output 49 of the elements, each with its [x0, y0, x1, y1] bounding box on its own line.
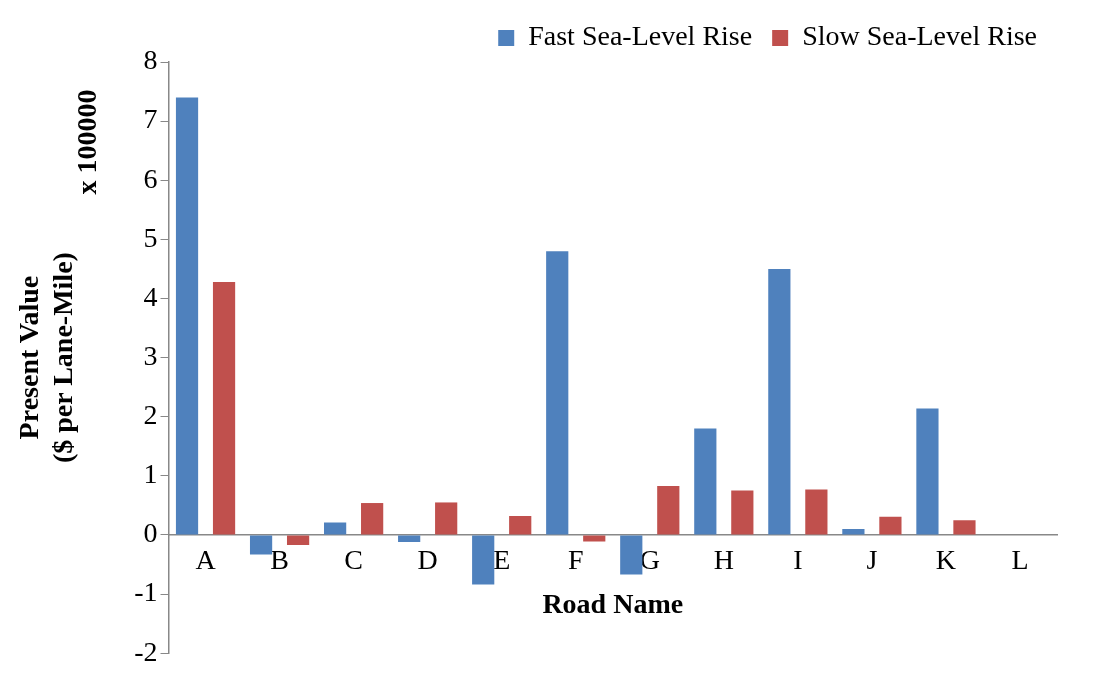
x-tick-label: L	[1011, 544, 1029, 576]
y-tick-label: 5	[143, 221, 158, 253]
bar	[879, 516, 902, 535]
x-tick-label: J	[866, 544, 878, 576]
legend-label: Slow Sea-Level Rise	[802, 20, 1037, 52]
legend-label: Fast Sea-Level Rise	[528, 20, 753, 52]
bar	[657, 485, 680, 535]
y-tick-label: 4	[143, 280, 158, 312]
bar	[620, 535, 643, 575]
x-tick-label: H	[713, 544, 734, 576]
bar	[842, 529, 865, 535]
bar	[694, 428, 717, 535]
bar	[916, 408, 939, 535]
bar	[768, 268, 791, 535]
y-tick-label: 2	[143, 399, 158, 431]
text: x 100000	[70, 89, 102, 195]
bar	[361, 503, 384, 535]
bar	[731, 490, 754, 535]
y-tick-label: 7	[143, 103, 158, 135]
y-tick-label: -2	[134, 635, 158, 667]
x-tick-label: D	[417, 544, 438, 576]
bar	[249, 535, 273, 555]
y-tick-label: -1	[134, 576, 158, 608]
y-axis-title: Present Value ($ per Lane-Mile)	[13, 252, 78, 464]
bar	[583, 535, 606, 542]
bar	[175, 97, 199, 535]
y-tick-label: 6	[143, 162, 158, 194]
bar	[546, 251, 569, 535]
y-tick-label: 3	[143, 339, 158, 371]
y-tick-label: 0	[143, 517, 158, 549]
y-tick-label: 1	[143, 458, 158, 490]
bar	[435, 502, 458, 535]
bar	[805, 489, 828, 535]
x-tick-label: A	[195, 544, 217, 576]
x-tick-label: I	[793, 544, 803, 576]
x-tick-label: B	[270, 544, 289, 576]
x-tick-label: C	[344, 544, 363, 576]
bar	[509, 516, 532, 535]
bar	[286, 535, 310, 546]
x-tick-label: E	[493, 544, 511, 576]
x-tick-label: K	[935, 544, 957, 576]
bar	[472, 535, 495, 585]
bar	[398, 535, 421, 543]
bar	[953, 520, 976, 535]
y-tick-label: 8	[143, 44, 158, 76]
bar	[212, 281, 236, 535]
x-tick-label: F	[567, 544, 584, 576]
bar	[324, 522, 347, 535]
x-axis-title: Road Name	[542, 587, 684, 619]
